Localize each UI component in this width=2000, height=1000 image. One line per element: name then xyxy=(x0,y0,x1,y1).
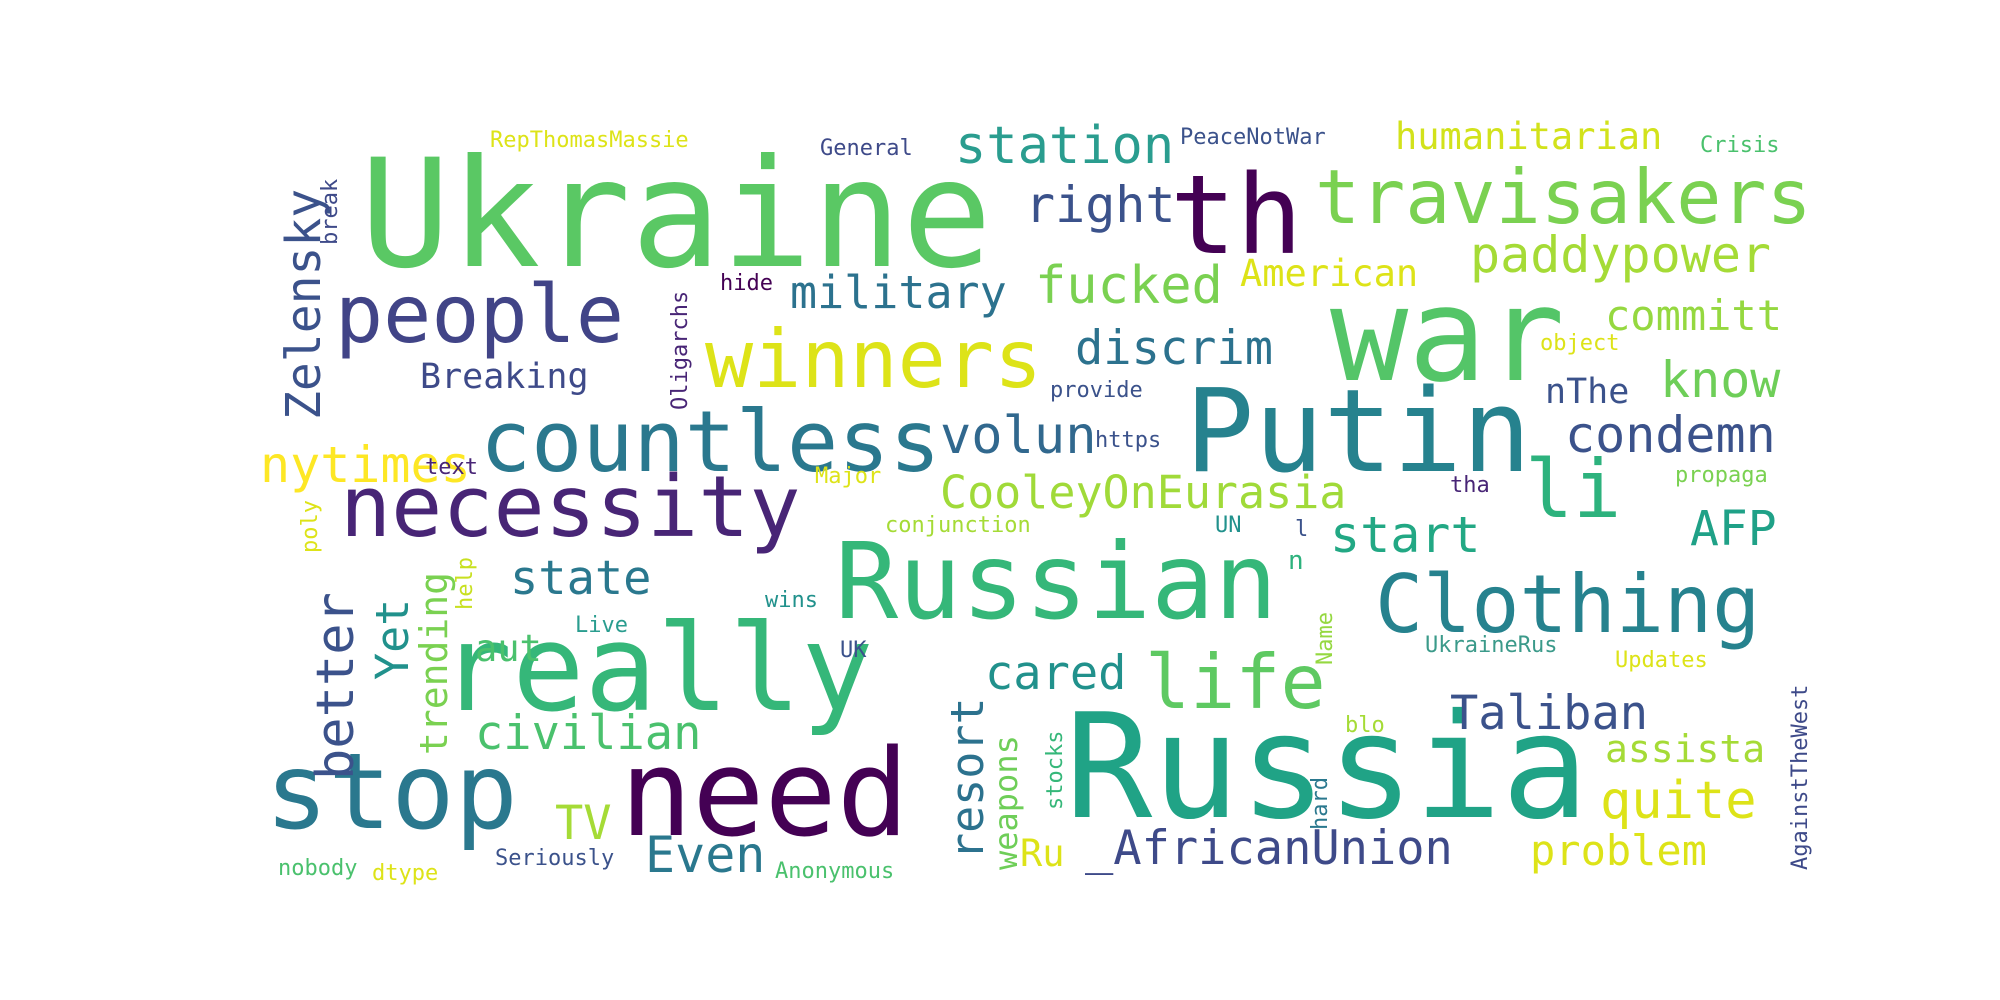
word-cloud-word: text xyxy=(425,455,478,480)
word-cloud-word: cared xyxy=(985,646,1127,701)
word-cloud-word: PeaceNotWar xyxy=(1180,125,1326,150)
word-cloud-word: TV xyxy=(555,796,612,851)
word-cloud-word: better xyxy=(306,592,366,780)
word-cloud-word: Russian xyxy=(835,521,1278,643)
word-cloud-word: General xyxy=(820,136,913,161)
word-cloud-word: people xyxy=(335,268,624,361)
word-cloud-word: li xyxy=(1525,443,1622,536)
word-cloud-word: Even xyxy=(645,826,766,884)
word-cloud-word: Yet xyxy=(366,598,419,680)
word-cloud-word: station xyxy=(955,116,1175,176)
word-cloud-word: resort xyxy=(941,697,994,860)
word-cloud-word: discrim xyxy=(1075,321,1274,376)
word-cloud-word: AFP xyxy=(1690,501,1777,557)
word-cloud-word: Live xyxy=(575,613,628,638)
word-cloud-word: assista xyxy=(1605,727,1766,771)
word-cloud-word: CooleyOnEurasia xyxy=(940,466,1347,519)
word-cloud-word: fucked xyxy=(1035,256,1223,316)
word-cloud-word: quite xyxy=(1600,771,1757,831)
word-cloud-word: Oligarchs xyxy=(668,290,693,410)
word-cloud-word: Taliban xyxy=(1450,686,1649,741)
word-cloud-word: break xyxy=(318,178,343,245)
word-cloud-word: Clothing xyxy=(1375,558,1761,651)
word-cloud-word: RepThomasMassie xyxy=(490,128,689,153)
word-cloud-word: Anonymous xyxy=(775,859,895,884)
word-cloud-word: https xyxy=(1095,428,1162,453)
word-cloud-word: countless xyxy=(480,393,941,492)
word-cloud-word: Crisis xyxy=(1700,133,1780,158)
word-cloud-word: wins xyxy=(765,588,818,613)
word-cloud-word: stocks xyxy=(1043,730,1068,810)
word-cloud-word: war xyxy=(1330,259,1565,411)
word-cloud-word: right xyxy=(1025,176,1176,234)
word-cloud-word: problem xyxy=(1530,826,1708,875)
word-cloud-word: _AfricanUnion xyxy=(1085,821,1453,876)
word-cloud-word: propaga xyxy=(1675,463,1768,488)
word-cloud-word: state xyxy=(510,551,652,606)
word-cloud-word: need xyxy=(620,725,909,864)
word-cloud-word: American xyxy=(1240,252,1419,295)
word-cloud-word: blo xyxy=(1345,713,1385,738)
word-cloud-word: aut xyxy=(475,627,542,670)
word-cloud-word: Major xyxy=(815,464,882,489)
word-cloud-word: weapons xyxy=(987,735,1025,870)
word-cloud-word: Updates xyxy=(1615,648,1708,673)
word-cloud-word: poly xyxy=(298,500,323,553)
word-cloud-word: condemn xyxy=(1565,406,1776,464)
word-cloud-word: know xyxy=(1660,351,1781,409)
word-cloud-word: Seriously xyxy=(495,846,615,871)
word-cloud-word: UK xyxy=(840,638,867,663)
word-cloud-word: nytimes xyxy=(260,436,471,494)
word-cloud-word: conjunction xyxy=(885,513,1031,538)
word-cloud-word: l xyxy=(1295,517,1309,542)
word-cloud-word: Breaking xyxy=(420,357,589,397)
word-cloud-word: volun xyxy=(940,406,1097,466)
word-cloud-word: tha xyxy=(1450,473,1490,498)
word-cloud-word: UN xyxy=(1215,513,1242,538)
word-cloud-word: n xyxy=(1288,546,1304,576)
word-cloud-word: Ukraine xyxy=(360,128,993,302)
word-cloud-word: th xyxy=(1170,151,1303,279)
word-cloud-word: humanitarian xyxy=(1395,115,1663,158)
word-cloud-word: civilian xyxy=(475,706,702,761)
word-cloud-word: winners xyxy=(705,313,1043,406)
word-cloud-word: paddypower xyxy=(1470,226,1772,284)
word-cloud-word: stop xyxy=(265,731,518,853)
word-cloud-word: object xyxy=(1540,331,1620,356)
word-cloud-word: military xyxy=(790,266,1007,319)
word-cloud-word: committ xyxy=(1605,291,1783,340)
word-cloud-word: hard xyxy=(1308,777,1333,830)
word-cloud-word: necessity xyxy=(340,458,801,557)
word-cloud-word: Name xyxy=(1313,612,1338,665)
word-cloud-word: trending xyxy=(412,571,456,755)
word-cloud-word: provide xyxy=(1050,378,1143,403)
word-cloud-word: nThe xyxy=(1545,372,1630,412)
word-cloud-word: start xyxy=(1330,506,1481,564)
word-cloud-word: AgainstTheWest xyxy=(1788,684,1813,870)
word-cloud-word: nobody xyxy=(278,856,358,881)
word-cloud-word: help xyxy=(453,557,478,610)
word-cloud-word: UkraineRus xyxy=(1425,633,1558,658)
word-cloud-word: travisakers xyxy=(1315,153,1812,241)
word-cloud-word: hide xyxy=(720,271,773,296)
word-cloud-word: Ru xyxy=(1020,832,1065,875)
word-cloud-word: life xyxy=(1145,638,1326,726)
word-cloud-word: Russia xyxy=(1065,683,1589,852)
word-cloud-word: really xyxy=(440,600,874,739)
word-cloud-word: dtype xyxy=(372,861,439,886)
word-cloud-word: Putin xyxy=(1185,365,1532,499)
